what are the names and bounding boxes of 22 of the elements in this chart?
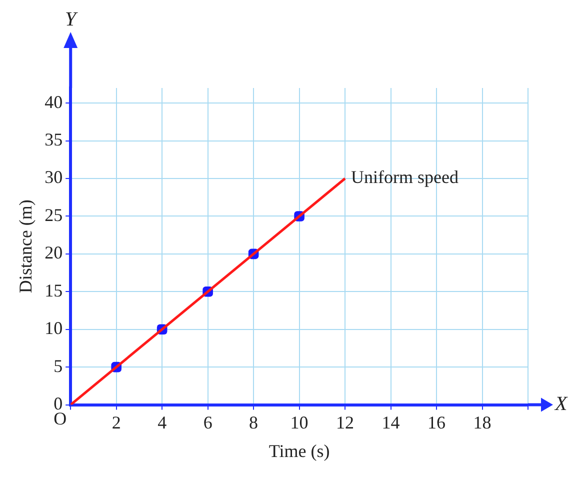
- y-tick-label: 35: [44, 130, 63, 150]
- x-axis-title: Time (s): [268, 440, 330, 461]
- text: Y: [65, 8, 78, 30]
- x-tick-label: 6: [203, 412, 212, 432]
- y-tick-label: 15: [44, 280, 63, 300]
- annotation: Uniform speed: [351, 167, 459, 188]
- x-tick-label: 2: [112, 412, 121, 432]
- text: X: [554, 393, 568, 416]
- y-tick-label: 40: [44, 92, 63, 112]
- x-tick-label: 14: [382, 412, 400, 432]
- y-tick-label: 30: [44, 167, 63, 188]
- x-tick-label: 12: [336, 412, 354, 432]
- x-tick-label: 10: [290, 412, 308, 432]
- y-tick-label: 5: [54, 356, 63, 376]
- x-tick-label: 4: [158, 412, 167, 432]
- y-tick-label: 10: [44, 318, 63, 338]
- y-tick-label: 20: [44, 242, 63, 263]
- y-axis-title: Distance (m): [16, 200, 36, 294]
- x-tick-label: 16: [428, 412, 446, 432]
- x-tick-label: 8: [249, 412, 258, 432]
- x-tick-label: 18: [473, 412, 492, 432]
- y-tick-label: 25: [44, 204, 63, 225]
